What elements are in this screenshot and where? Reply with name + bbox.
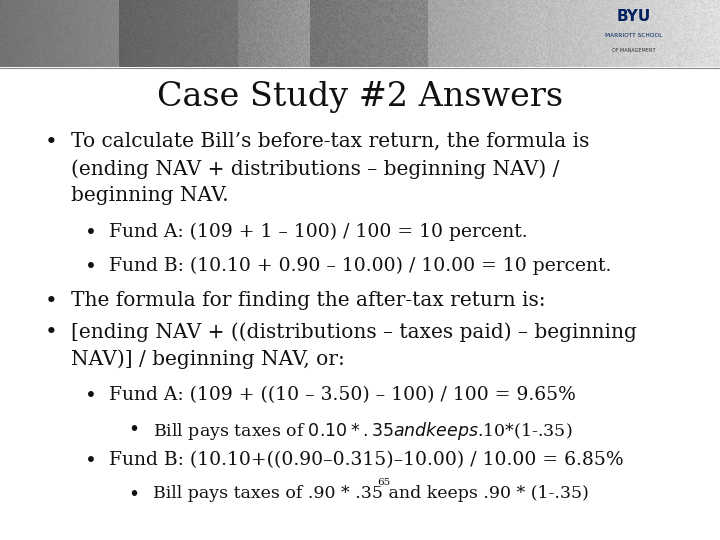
- Text: Fund A: (109 + ((10 – 3.50) – 100) / 100 = 9.65%: Fund A: (109 + ((10 – 3.50) – 100) / 100…: [109, 386, 576, 404]
- Text: [ending NAV + ((distributions – taxes paid) – beginning: [ending NAV + ((distributions – taxes pa…: [71, 322, 636, 342]
- Text: BYU: BYU: [616, 9, 651, 24]
- Text: •: •: [45, 291, 58, 311]
- Text: •: •: [45, 132, 58, 152]
- Text: 65: 65: [377, 478, 390, 488]
- Text: •: •: [128, 420, 139, 439]
- Text: To calculate Bill’s before-tax return, the formula is: To calculate Bill’s before-tax return, t…: [71, 132, 589, 151]
- Text: •: •: [85, 386, 96, 405]
- Text: NAV)] / beginning NAV, or:: NAV)] / beginning NAV, or:: [71, 349, 344, 369]
- Text: •: •: [85, 257, 96, 276]
- Text: Case Study #2 Answers: Case Study #2 Answers: [157, 81, 563, 113]
- Text: OF MANAGEMENT: OF MANAGEMENT: [612, 48, 655, 53]
- Text: MARRIOTT SCHOOL: MARRIOTT SCHOOL: [605, 33, 662, 38]
- Text: •: •: [85, 223, 96, 242]
- Text: •: •: [128, 485, 139, 504]
- Text: Bill pays taxes of .90 * .35 and keeps .90 * (1-.35): Bill pays taxes of .90 * .35 and keeps .…: [153, 485, 588, 502]
- Text: •: •: [85, 451, 96, 470]
- Text: The formula for finding the after-tax return is:: The formula for finding the after-tax re…: [71, 291, 545, 310]
- Text: •: •: [45, 322, 58, 342]
- Text: Fund B: (10.10+((0.90–0.315)–10.00) / 10.00 = 6.85%: Fund B: (10.10+((0.90–0.315)–10.00) / 10…: [109, 451, 624, 469]
- Text: (ending NAV + distributions – beginning NAV) /: (ending NAV + distributions – beginning …: [71, 159, 559, 179]
- Text: beginning NAV.: beginning NAV.: [71, 186, 228, 205]
- Text: Bill pays taxes of $0.10*.35 and keeps $.10*(1-.35): Bill pays taxes of $0.10*.35 and keeps $…: [153, 420, 572, 442]
- Text: Fund B: (10.10 + 0.90 – 10.00) / 10.00 = 10 percent.: Fund B: (10.10 + 0.90 – 10.00) / 10.00 =…: [109, 257, 612, 275]
- Text: Fund A: (109 + 1 – 100) / 100 = 10 percent.: Fund A: (109 + 1 – 100) / 100 = 10 perce…: [109, 223, 528, 241]
